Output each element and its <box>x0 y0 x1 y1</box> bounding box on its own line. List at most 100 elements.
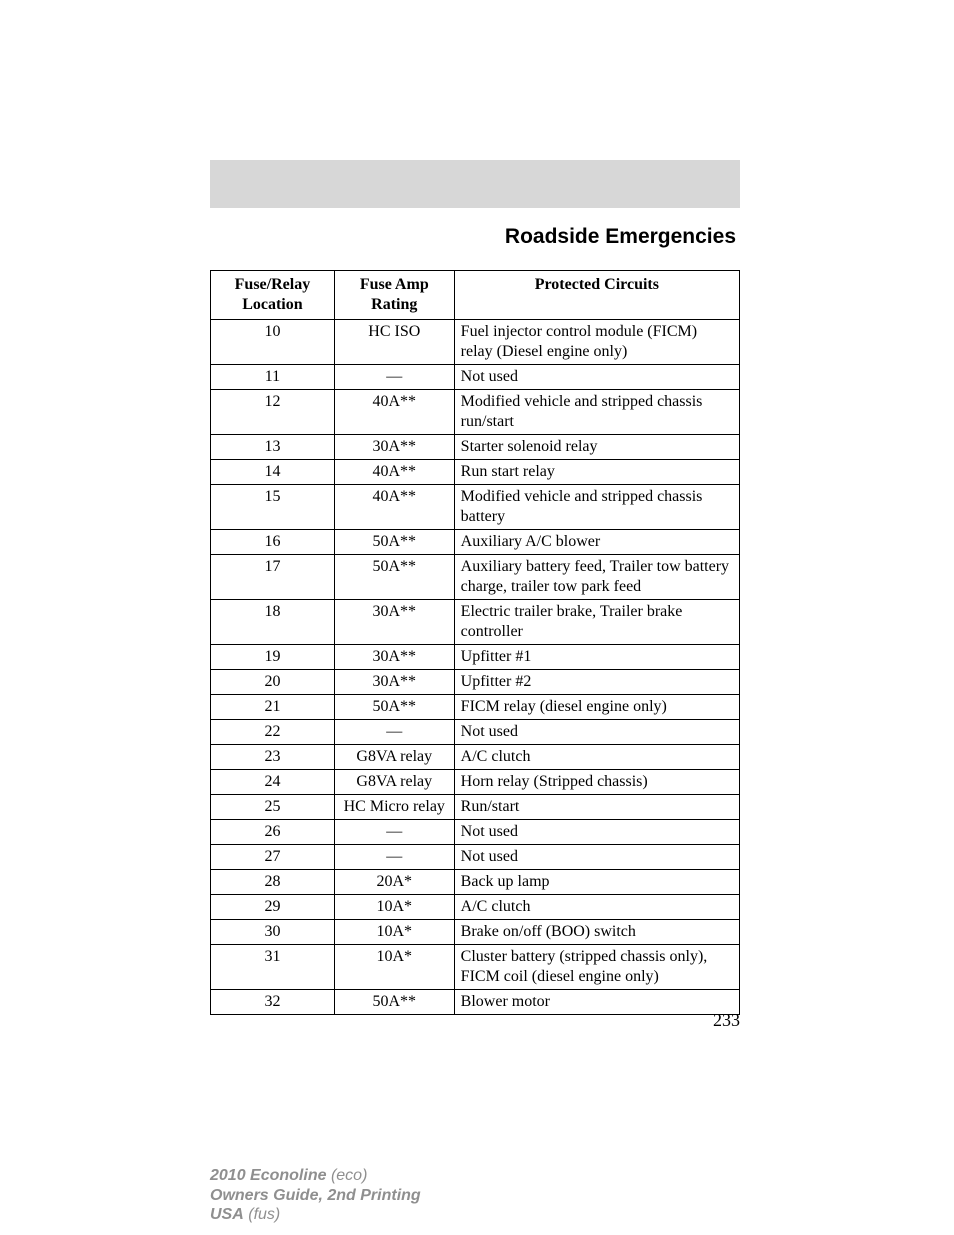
table-row: 10HC ISOFuel injector control module (FI… <box>211 320 740 365</box>
table-header-row: Fuse/Relay Location Fuse Amp Rating Prot… <box>211 271 740 320</box>
cell-rating: 30A** <box>334 645 454 670</box>
table-row: 3110A*Cluster battery (stripped chassis … <box>211 945 740 990</box>
footer-model-code: (eco) <box>331 1167 367 1184</box>
footer-guide: Owners Guide, 2nd Printing <box>210 1187 421 1204</box>
cell-circuits: Brake on/off (BOO) switch <box>454 920 739 945</box>
cell-location: 25 <box>211 795 335 820</box>
footer-model: 2010 Econoline <box>210 1167 327 1184</box>
cell-location: 12 <box>211 390 335 435</box>
cell-circuits: Run start relay <box>454 460 739 485</box>
cell-location: 19 <box>211 645 335 670</box>
cell-circuits: Auxiliary battery feed, Trailer tow batt… <box>454 555 739 600</box>
cell-rating: — <box>334 365 454 390</box>
table-row: 23G8VA relayA/C clutch <box>211 745 740 770</box>
section-title: Roadside Emergencies <box>210 225 740 249</box>
cell-location: 26 <box>211 820 335 845</box>
cell-location: 13 <box>211 435 335 460</box>
header-circuits: Protected Circuits <box>454 271 739 320</box>
cell-circuits: Not used <box>454 845 739 870</box>
table-row: 1830A**Electric trailer brake, Trailer b… <box>211 600 740 645</box>
cell-location: 31 <box>211 945 335 990</box>
table-row: 1750A**Auxiliary battery feed, Trailer t… <box>211 555 740 600</box>
cell-circuits: Run/start <box>454 795 739 820</box>
header-location-l2: Location <box>242 296 302 313</box>
cell-rating: 30A** <box>334 670 454 695</box>
cell-rating: 20A* <box>334 870 454 895</box>
table-row: 22—Not used <box>211 720 740 745</box>
table-row: 24G8VA relayHorn relay (Stripped chassis… <box>211 770 740 795</box>
header-banner <box>210 160 740 208</box>
cell-rating: 50A** <box>334 695 454 720</box>
cell-rating: — <box>334 820 454 845</box>
table-row: 1540A**Modified vehicle and stripped cha… <box>211 485 740 530</box>
cell-rating: G8VA relay <box>334 745 454 770</box>
table-row: 1650A**Auxiliary A/C blower <box>211 530 740 555</box>
cell-circuits: Not used <box>454 820 739 845</box>
table-row: 1330A**Starter solenoid relay <box>211 435 740 460</box>
cell-location: 10 <box>211 320 335 365</box>
cell-location: 23 <box>211 745 335 770</box>
cell-rating: — <box>334 845 454 870</box>
cell-location: 15 <box>211 485 335 530</box>
table-row: 1930A**Upfitter #1 <box>211 645 740 670</box>
cell-location: 30 <box>211 920 335 945</box>
cell-location: 14 <box>211 460 335 485</box>
cell-location: 21 <box>211 695 335 720</box>
cell-rating: 50A** <box>334 555 454 600</box>
table-row: 2030A**Upfitter #2 <box>211 670 740 695</box>
table-row: 1440A**Run start relay <box>211 460 740 485</box>
footer-region-code: (fus) <box>248 1206 280 1223</box>
table-row: 2820A*Back up lamp <box>211 870 740 895</box>
cell-rating: 50A** <box>334 990 454 1015</box>
cell-location: 17 <box>211 555 335 600</box>
footer-line-2: Owners Guide, 2nd Printing <box>210 1186 421 1206</box>
footer: 2010 Econoline (eco) Owners Guide, 2nd P… <box>210 1166 421 1225</box>
header-location: Fuse/Relay Location <box>211 271 335 320</box>
cell-circuits: Horn relay (Stripped chassis) <box>454 770 739 795</box>
cell-circuits: Upfitter #2 <box>454 670 739 695</box>
cell-location: 22 <box>211 720 335 745</box>
cell-location: 27 <box>211 845 335 870</box>
cell-circuits: Fuel injector control module (FICM) rela… <box>454 320 739 365</box>
cell-circuits: Back up lamp <box>454 870 739 895</box>
cell-rating: 10A* <box>334 945 454 990</box>
header-location-l1: Fuse/Relay <box>235 276 311 293</box>
footer-region: USA <box>210 1206 244 1223</box>
cell-rating: HC ISO <box>334 320 454 365</box>
cell-location: 18 <box>211 600 335 645</box>
page-number: 233 <box>713 1010 740 1031</box>
table-row: 1240A**Modified vehicle and stripped cha… <box>211 390 740 435</box>
table-row: 11—Not used <box>211 365 740 390</box>
cell-rating: 40A** <box>334 460 454 485</box>
cell-location: 16 <box>211 530 335 555</box>
cell-circuits: FICM relay (diesel engine only) <box>454 695 739 720</box>
cell-circuits: Upfitter #1 <box>454 645 739 670</box>
table-row: 26—Not used <box>211 820 740 845</box>
cell-location: 29 <box>211 895 335 920</box>
cell-rating: 30A** <box>334 600 454 645</box>
manual-page: Roadside Emergencies Fuse/Relay Location… <box>0 0 954 1235</box>
cell-circuits: Not used <box>454 365 739 390</box>
table-row: 3010A*Brake on/off (BOO) switch <box>211 920 740 945</box>
cell-rating: 50A** <box>334 530 454 555</box>
header-rating: Fuse Amp Rating <box>334 271 454 320</box>
cell-rating: HC Micro relay <box>334 795 454 820</box>
cell-rating: 10A* <box>334 920 454 945</box>
cell-location: 20 <box>211 670 335 695</box>
cell-rating: 10A* <box>334 895 454 920</box>
table-row: 3250A**Blower motor <box>211 990 740 1015</box>
cell-location: 28 <box>211 870 335 895</box>
cell-rating: 40A** <box>334 390 454 435</box>
header-rating-l2: Rating <box>371 296 417 313</box>
cell-circuits: Modified vehicle and stripped chassis ba… <box>454 485 739 530</box>
cell-rating: 30A** <box>334 435 454 460</box>
cell-rating: G8VA relay <box>334 770 454 795</box>
cell-rating: 40A** <box>334 485 454 530</box>
table-row: 2150A**FICM relay (diesel engine only) <box>211 695 740 720</box>
cell-location: 11 <box>211 365 335 390</box>
footer-line-1: 2010 Econoline (eco) <box>210 1166 421 1186</box>
cell-location: 32 <box>211 990 335 1015</box>
cell-circuits: Modified vehicle and stripped chassis ru… <box>454 390 739 435</box>
table-row: 2910A*A/C clutch <box>211 895 740 920</box>
header-rating-l1: Fuse Amp <box>360 276 429 293</box>
